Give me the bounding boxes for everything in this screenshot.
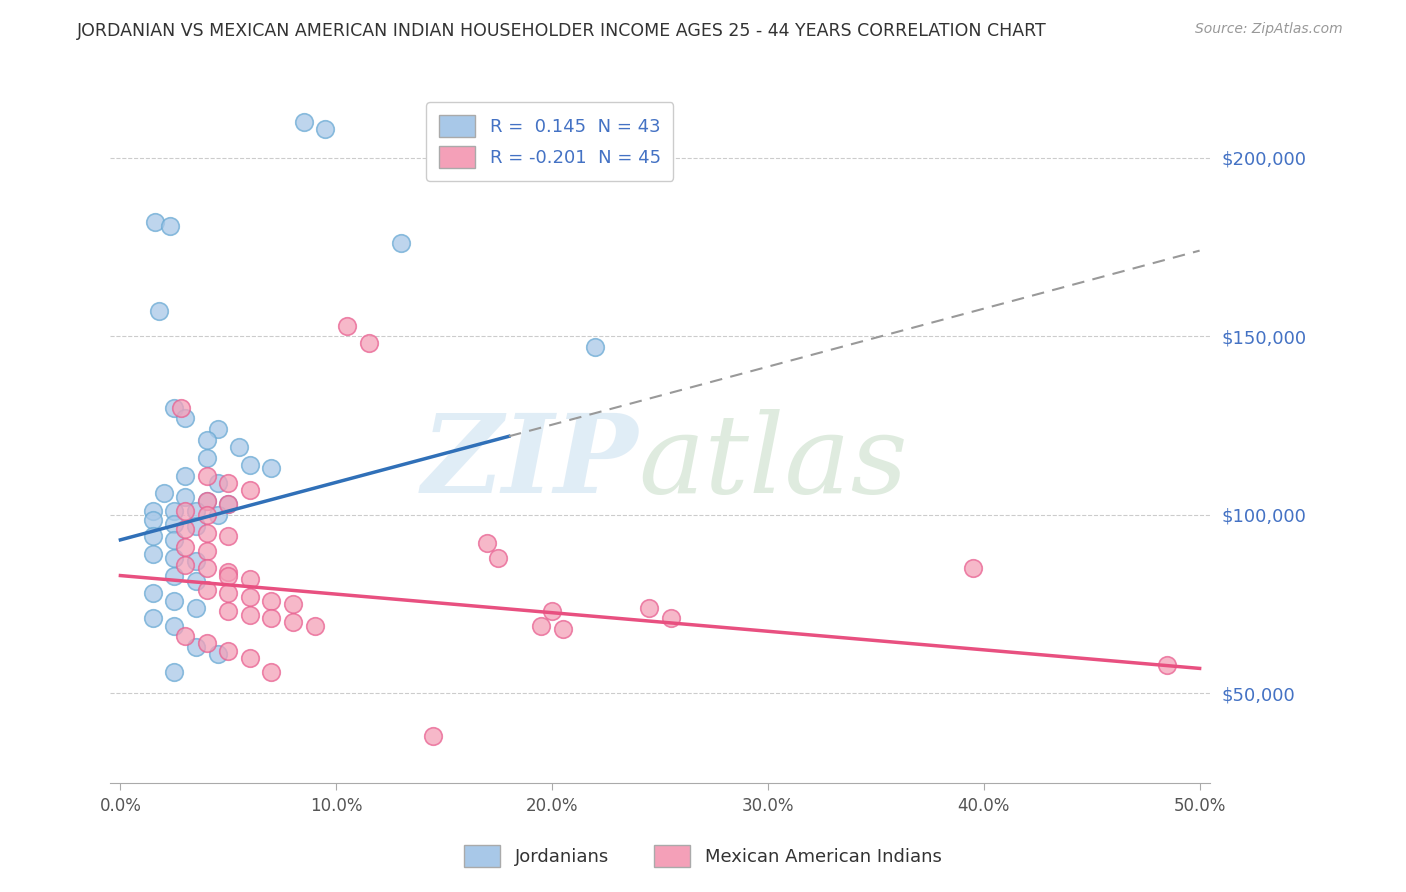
Point — [174, 522, 197, 536]
Point — [217, 643, 239, 657]
Point — [239, 607, 262, 622]
Point — [207, 508, 229, 522]
Point — [357, 336, 380, 351]
Point — [281, 615, 304, 629]
Point — [530, 618, 553, 632]
Point — [184, 554, 207, 568]
Point — [163, 504, 186, 518]
Point — [207, 647, 229, 661]
Text: Source: ZipAtlas.com: Source: ZipAtlas.com — [1195, 22, 1343, 37]
Point — [163, 550, 186, 565]
Point — [260, 593, 283, 607]
Point — [195, 561, 218, 575]
Point — [163, 401, 186, 415]
Point — [184, 600, 207, 615]
Text: atlas: atlas — [638, 409, 908, 516]
Point — [217, 497, 239, 511]
Point — [239, 483, 262, 497]
Point — [1156, 657, 1178, 672]
Text: JORDANIAN VS MEXICAN AMERICAN INDIAN HOUSEHOLDER INCOME AGES 25 - 44 YEARS CORRE: JORDANIAN VS MEXICAN AMERICAN INDIAN HOU… — [77, 22, 1047, 40]
Point — [174, 504, 197, 518]
Point — [142, 611, 165, 625]
Point — [152, 486, 174, 500]
Point — [163, 568, 186, 582]
Point — [281, 597, 304, 611]
Point — [541, 604, 564, 618]
Point — [174, 629, 197, 643]
Point — [195, 636, 218, 650]
Point — [239, 590, 262, 604]
Point — [159, 219, 181, 233]
Point — [142, 529, 165, 543]
Point — [583, 340, 606, 354]
Point — [336, 318, 359, 333]
Point — [239, 650, 262, 665]
Point — [239, 572, 262, 586]
Point — [195, 468, 218, 483]
Point — [962, 561, 984, 575]
Point — [163, 593, 186, 607]
Point — [195, 543, 218, 558]
Point — [217, 604, 239, 618]
Point — [228, 440, 250, 454]
Point — [260, 461, 283, 475]
Point — [217, 586, 239, 600]
Point — [163, 665, 186, 679]
Point — [163, 516, 186, 531]
Point — [195, 508, 218, 522]
Point — [195, 450, 218, 465]
Point — [389, 236, 412, 251]
Point — [486, 550, 509, 565]
Point — [195, 493, 218, 508]
Point — [184, 504, 207, 518]
Point — [217, 568, 239, 582]
Legend: Jordanians, Mexican American Indians: Jordanians, Mexican American Indians — [456, 836, 950, 876]
Text: ZIP: ZIP — [422, 409, 638, 516]
Point — [217, 497, 239, 511]
Point — [314, 122, 336, 136]
Legend: R =  0.145  N = 43, R = -0.201  N = 45: R = 0.145 N = 43, R = -0.201 N = 45 — [426, 103, 673, 181]
Point — [174, 411, 197, 425]
Point — [195, 525, 218, 540]
Point — [292, 115, 315, 129]
Point — [217, 529, 239, 543]
Point — [142, 586, 165, 600]
Point — [174, 468, 197, 483]
Point — [142, 504, 165, 518]
Point — [304, 618, 326, 632]
Point — [163, 618, 186, 632]
Point — [184, 640, 207, 654]
Point — [184, 518, 207, 533]
Point — [260, 611, 283, 625]
Point — [422, 729, 444, 743]
Point — [217, 475, 239, 490]
Point — [551, 622, 574, 636]
Point — [148, 304, 170, 318]
Point — [217, 565, 239, 579]
Point — [174, 540, 197, 554]
Point — [638, 600, 661, 615]
Point — [477, 536, 499, 550]
Point — [142, 513, 165, 527]
Point — [142, 547, 165, 561]
Point — [174, 490, 197, 504]
Point — [239, 458, 262, 472]
Point — [659, 611, 682, 625]
Point — [143, 215, 166, 229]
Point — [170, 401, 193, 415]
Point — [195, 582, 218, 597]
Point — [195, 493, 218, 508]
Point — [207, 422, 229, 436]
Point — [207, 475, 229, 490]
Point — [195, 433, 218, 447]
Point — [174, 558, 197, 572]
Point — [163, 533, 186, 547]
Point — [260, 665, 283, 679]
Point — [184, 574, 207, 588]
